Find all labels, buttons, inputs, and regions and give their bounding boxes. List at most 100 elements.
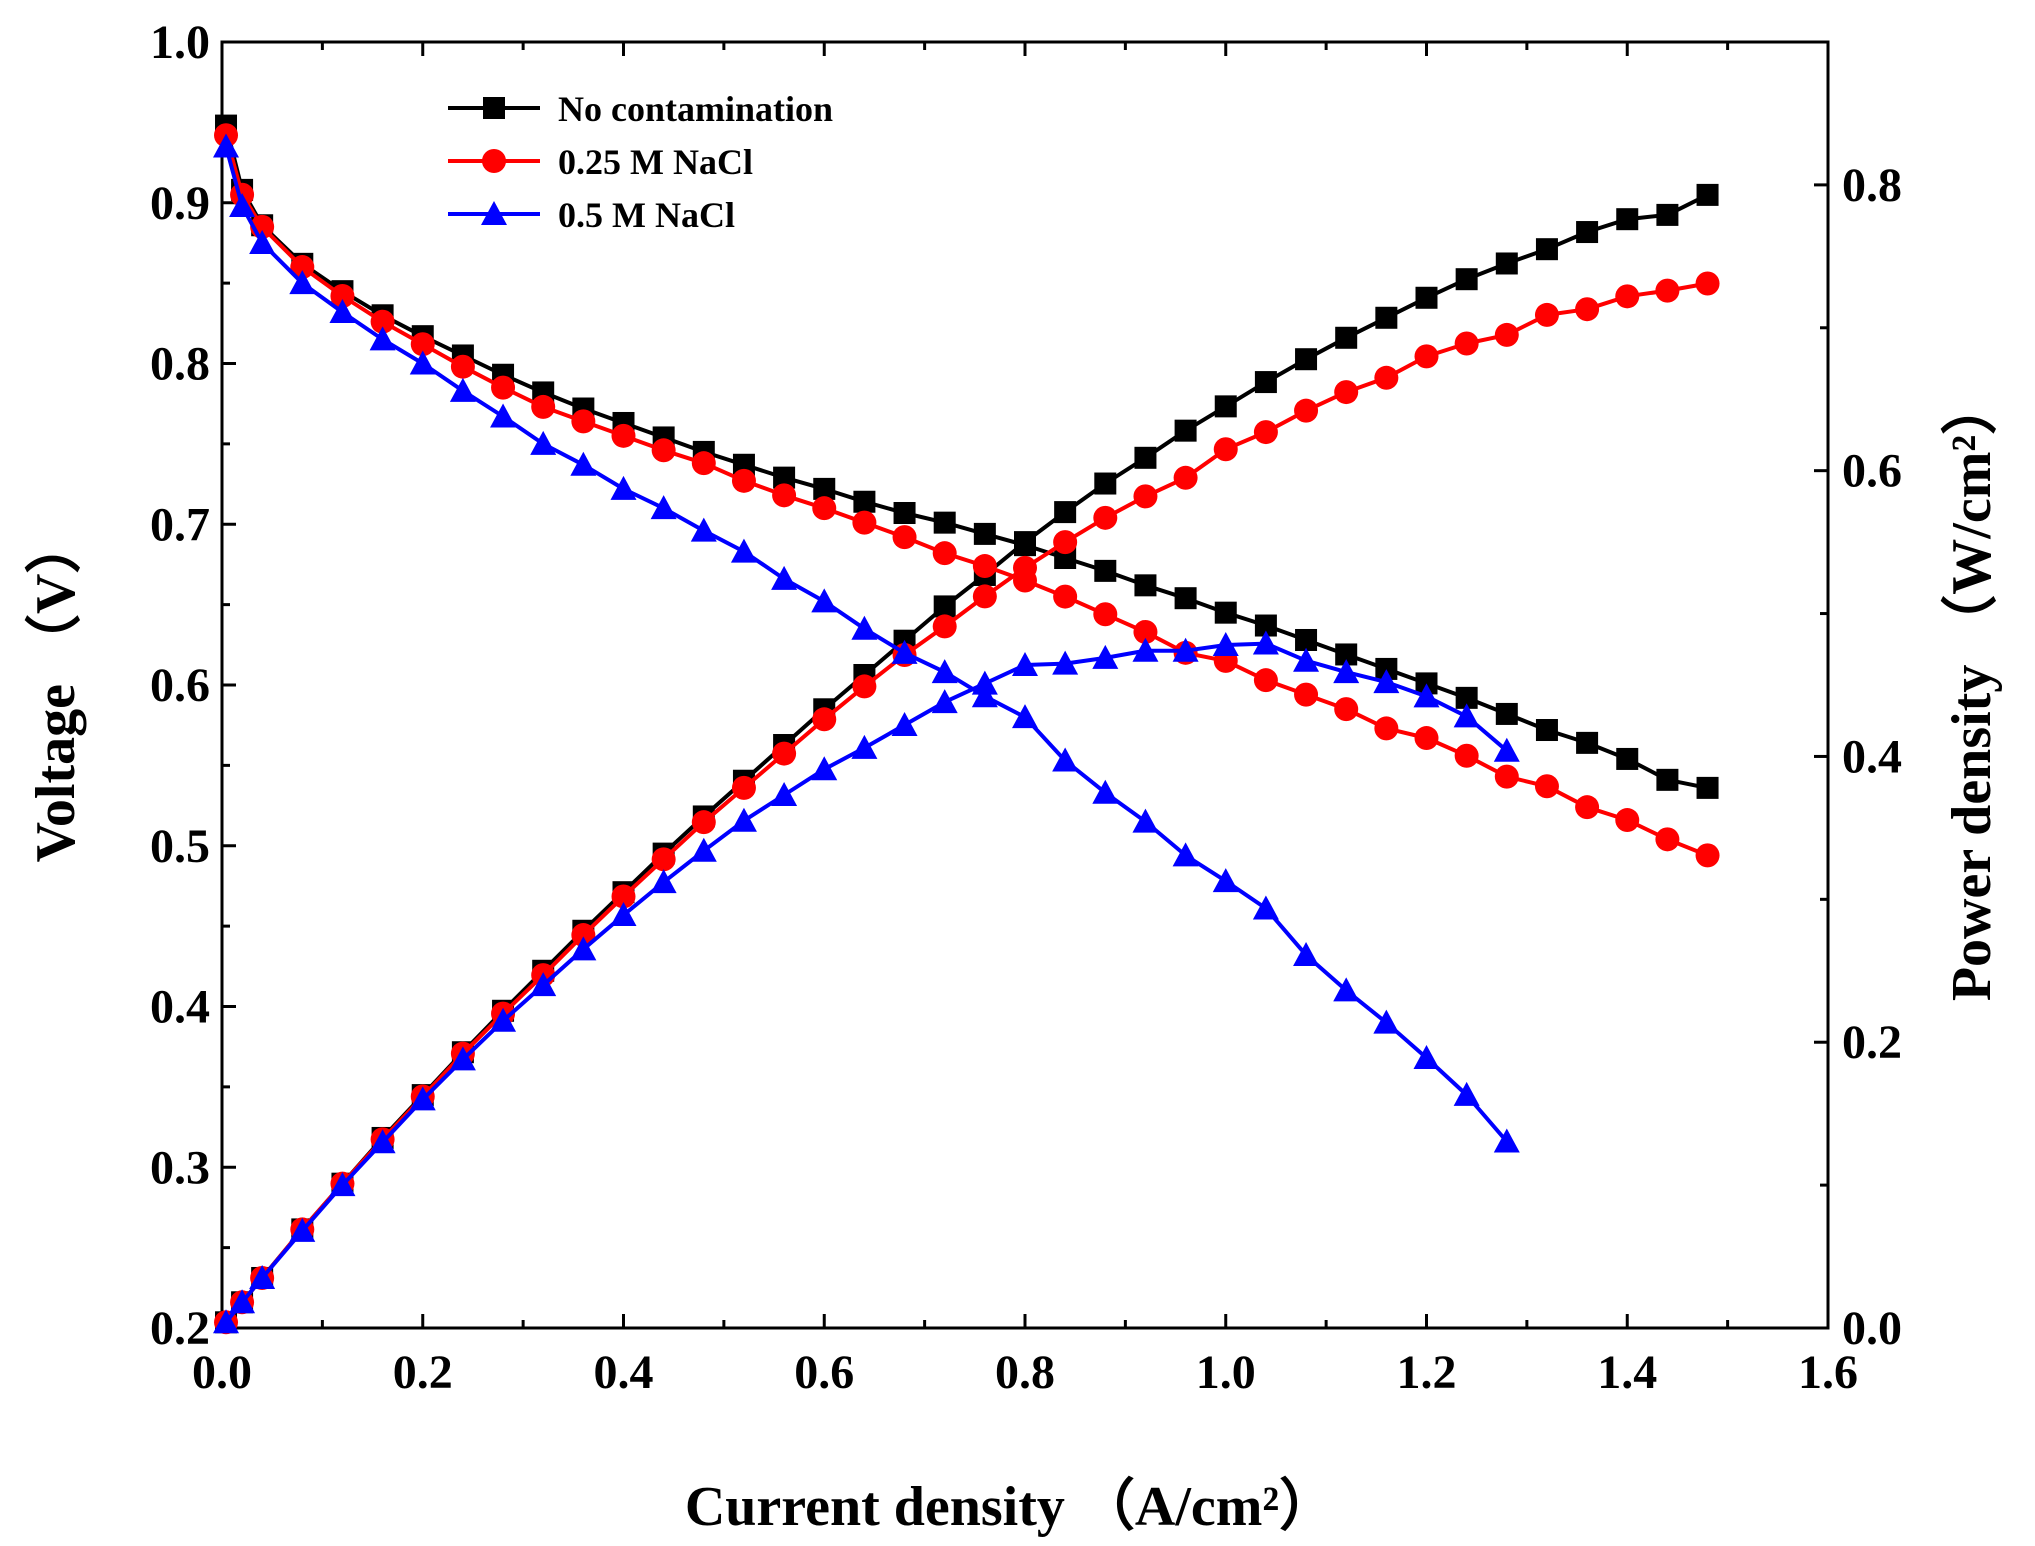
0-25-m-nacl-voltage-point (370, 309, 395, 334)
0-25-m-nacl-voltage-point (1253, 668, 1278, 693)
no-contamination-voltage-point (853, 490, 876, 513)
no-contamination-power-point (1214, 395, 1237, 418)
x-tick-label: 1.0 (1196, 1346, 1256, 1399)
y-left-tick-label: 0.5 (150, 820, 210, 873)
0-5-m-nacl-power-point (369, 1129, 396, 1154)
no-contamination-voltage-point (1254, 614, 1277, 637)
0-5-m-nacl-power-point (851, 734, 878, 759)
x-tick-label: 0.6 (794, 1346, 854, 1399)
0-5-m-nacl-voltage-point (730, 538, 757, 563)
0-5-m-nacl-power-point (249, 1264, 276, 1289)
no-contamination-power-line (224, 193, 1709, 1324)
0-5-m-nacl-voltage-point (530, 430, 557, 455)
0-25-m-nacl-power-point (852, 674, 877, 699)
x-axis-unit: （A/cm²） (1079, 1475, 1335, 1538)
0-5-m-nacl-power-point (771, 782, 798, 807)
0-5-m-nacl-power-point (409, 1086, 436, 1111)
x-tick-label: 1.6 (1798, 1346, 1858, 1399)
0-25-m-nacl-power-point (1294, 398, 1319, 423)
0-5-m-nacl-voltage-point (891, 639, 918, 664)
0-25-m-nacl-power-point (1133, 484, 1158, 509)
0-25-m-nacl-power-point (1655, 278, 1680, 303)
0-5-m-nacl-power-point (1012, 651, 1038, 676)
no-contamination-voltage-point (1696, 776, 1719, 799)
0-25-m-nacl-voltage-point (932, 541, 957, 566)
0-5-m-nacl-voltage-point (249, 229, 276, 254)
no-contamination-power-point (1656, 203, 1679, 226)
no-contamination-power-point (1616, 208, 1639, 231)
0-25-m-nacl-voltage-point (852, 510, 877, 535)
no-contamination-voltage-point (1656, 768, 1679, 791)
0-5-m-nacl-power-point (1132, 637, 1159, 662)
no-contamination-voltage-point (893, 501, 916, 524)
no-contamination-power-point (1696, 183, 1719, 206)
0-5-m-nacl-voltage-point (289, 270, 316, 295)
0-25-m-nacl-voltage-point (1093, 602, 1118, 627)
no-contamination-power-point (1094, 472, 1117, 495)
0-25-m-nacl-power-point (1173, 465, 1198, 490)
y-left-tick-label: 0.7 (150, 498, 210, 551)
0-25-m-nacl-voltage-point (330, 283, 355, 308)
0-25-m-nacl-power-point (571, 923, 596, 948)
0-5-m-nacl-voltage-point (971, 683, 998, 708)
0-5-m-nacl-voltage-point (409, 350, 436, 375)
0-5-m-nacl-power-point (690, 837, 717, 862)
0-5-m-nacl-power-point (449, 1046, 476, 1071)
0-25-m-nacl-voltage-point (651, 438, 676, 463)
no-contamination-power-point (1495, 252, 1518, 275)
no-contamination-voltage-line (224, 125, 1708, 790)
y-right-axis-unit: （W/cm²） (1940, 379, 2003, 651)
series-layer (213, 114, 1720, 1335)
0-25-m-nacl-voltage-point (290, 255, 315, 280)
0-25-m-nacl-power-line (224, 281, 1708, 1324)
y-right-axis-label: Power density (1941, 665, 2003, 1002)
0-5-m-nacl-power-point (1293, 647, 1320, 672)
0-5-m-nacl-voltage-point (1413, 1044, 1440, 1069)
x-tick-label: 0.8 (995, 1346, 1055, 1399)
0-5-m-nacl-power-point (490, 1007, 517, 1032)
0-5-m-nacl-voltage-point (1092, 779, 1119, 804)
no-contamination-voltage-point (933, 511, 956, 534)
x-tick-label: 1.4 (1597, 1346, 1657, 1399)
0-25-m-nacl-voltage-point (1294, 682, 1319, 707)
0-25-m-nacl-voltage-point (1695, 843, 1720, 868)
0-25-m-nacl-voltage-point (1414, 726, 1439, 751)
0-25-m-nacl-power-point (1615, 284, 1640, 309)
axes-layer: 0.0 0.2 0.4 0.6 0.8 1.0 1.2 1.4 1.60.20.30.40.50… (150, 16, 1902, 1399)
no-contamination-power-point (1576, 221, 1599, 244)
series-0-5-m-nacl (213, 133, 1520, 1334)
x-tick-label: 1.2 (1397, 1346, 1457, 1399)
0-25-m-nacl-voltage-point (1655, 827, 1680, 852)
0-25-m-nacl-power-point (611, 884, 636, 909)
0-25-m-nacl-power-point (1534, 302, 1559, 327)
legend-label-0-25-m-nacl: 0.25 M NaCl (558, 142, 753, 182)
0-25-m-nacl-power-point (1013, 555, 1037, 580)
0-5-m-nacl-voltage-point (851, 615, 878, 640)
0-25-m-nacl-power-point (1414, 344, 1439, 369)
0-5-m-nacl-power-point (1453, 703, 1480, 728)
0-25-m-nacl-voltage-point (410, 332, 435, 357)
x-tick-label: 0.4 (594, 1346, 654, 1399)
0-25-m-nacl-power-point (932, 614, 957, 639)
no-contamination-voltage-point (1335, 643, 1358, 666)
0-5-m-nacl-power-point (1493, 737, 1520, 762)
y-right-tick-label: 0.8 (1842, 159, 1902, 212)
no-contamination-voltage-point (1174, 587, 1197, 610)
legend-label-0-5-m-nacl: 0.5 M NaCl (558, 195, 735, 235)
x-tick-label: 0.0 (192, 1346, 252, 1399)
0-5-m-nacl-power-point (1252, 630, 1279, 655)
0-5-m-nacl-voltage-point (650, 495, 677, 520)
no-contamination-power-point (1295, 348, 1318, 371)
series-no-contamination (215, 114, 1719, 1334)
0-25-m-nacl-voltage-point (812, 496, 837, 521)
no-contamination-power-point (1415, 286, 1438, 309)
no-contamination-power-point (1535, 238, 1558, 261)
y-left-axis-title: Voltage （V） (24, 518, 87, 863)
0-25-m-nacl-power-point (1374, 365, 1399, 390)
0-25-m-nacl-power-point (1053, 530, 1078, 555)
0-25-m-nacl-voltage-point (571, 409, 596, 434)
no-contamination-voltage-point (1375, 657, 1398, 680)
no-contamination-power-point (1335, 326, 1358, 349)
0-5-m-nacl-voltage-point (1453, 1081, 1480, 1106)
0-25-m-nacl-voltage-point (531, 394, 556, 419)
